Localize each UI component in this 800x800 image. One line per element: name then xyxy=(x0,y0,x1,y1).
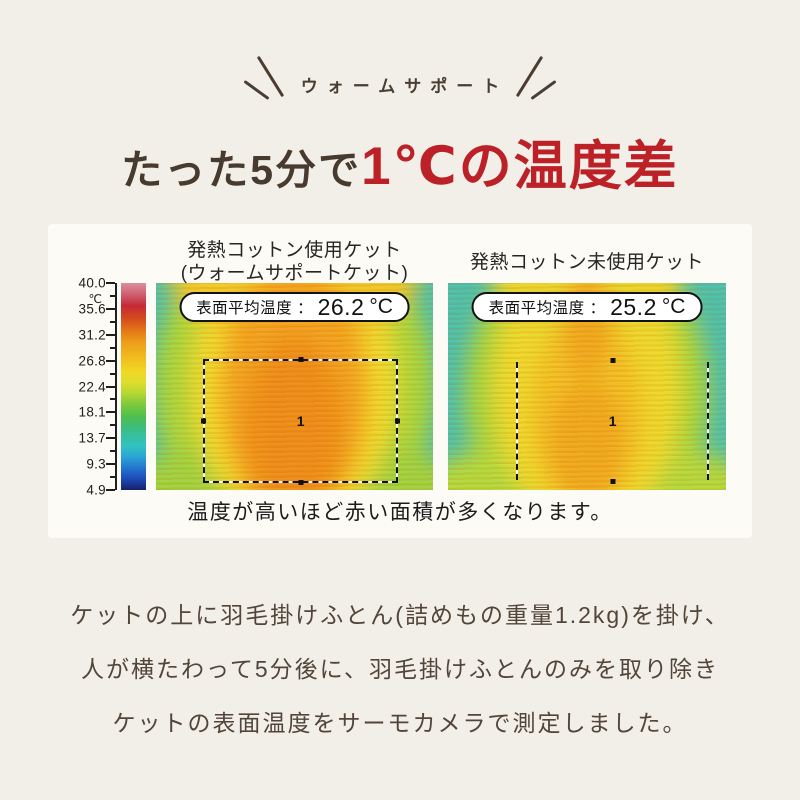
measure-point-marker: 1 xyxy=(608,412,617,429)
scale-unit-label: ℃ xyxy=(88,292,102,306)
scale-tick-minor xyxy=(110,320,115,323)
scale-axis xyxy=(106,282,117,491)
title-plain-text: たった5分で xyxy=(121,147,362,194)
scale-tick-label: 22.4 xyxy=(78,379,106,394)
measure-dot xyxy=(298,479,304,485)
avg-temp-pill-left: 表面平均温度 ： 26.2 °C xyxy=(179,292,410,322)
scale-tick-label: 26.8 xyxy=(78,353,106,369)
avg-temp-separator: ： xyxy=(589,300,606,317)
scale-tick-major xyxy=(106,411,115,414)
avg-temp-unit: °C xyxy=(369,295,393,318)
thermal-image-untreated: 1 表面平均温度 ： 25.2 °C xyxy=(448,283,726,490)
left-image-label: 発熱コットン使用ケット (ウォームサポートケット) xyxy=(156,239,433,285)
scale-tick-label: 18.1 xyxy=(78,404,106,420)
scale-tick-label: 13.7 xyxy=(78,430,106,446)
scale-tick-major xyxy=(106,282,115,284)
left-image-label-line2: (ウォームサポートケット) xyxy=(180,263,409,284)
scale-tick-major xyxy=(106,359,115,362)
left-image-label-line1: 発熱コットン使用ケット xyxy=(187,240,402,261)
scale-tick-major xyxy=(106,333,115,336)
footnote-line: 人が横たわって5分後に、羽毛掛けふとんのみを取り除き xyxy=(81,656,719,682)
scale-labels: ℃ 40.0 35.6 31.2 26.8 22.4 18.1 13.7 9.3 4.9 xyxy=(56,276,106,498)
scale-tick-minor xyxy=(110,424,115,427)
right-image-label: 発熱コットン未使用ケット xyxy=(448,251,726,274)
scale-tick-minor xyxy=(110,346,115,349)
measurement-area-right-border xyxy=(516,361,710,480)
right-image-label-line1: 発熱コットン未使用ケット xyxy=(469,252,704,273)
scale-tick-minor xyxy=(110,372,115,375)
temperature-colorbar xyxy=(121,283,146,490)
scale-tick-major xyxy=(106,385,115,388)
avg-temp-unit: °C xyxy=(661,295,686,318)
avg-temp-label: 表面平均温度 xyxy=(196,300,293,317)
avg-temp-pill-right: 表面平均温度 ： 25.2 °C xyxy=(471,292,703,322)
measurement-area-left: 1 xyxy=(201,356,401,485)
measure-dot xyxy=(395,418,401,424)
scale-tick-minor xyxy=(110,450,115,453)
scale-tick-label: 4.9 xyxy=(86,482,106,498)
scale-tick-label: 40.0 xyxy=(78,275,106,291)
scale-tick-major xyxy=(106,437,115,440)
avg-temp-label: 表面平均温度 xyxy=(488,300,585,317)
title-highlight-text: 1℃の温度差 xyxy=(361,137,679,197)
measurement-area-right: 1 xyxy=(516,357,710,484)
avg-temp-value: 25.2 xyxy=(610,293,657,320)
avg-temp-separator: ： xyxy=(297,300,313,317)
scale-tick-major xyxy=(106,489,115,491)
panel-caption: 温度が高いほど赤い面積が多くなります。 xyxy=(187,501,613,524)
page-title: たった5分で 1℃の温度差 xyxy=(0,124,800,200)
thermal-image-treated: 1 表面平均温度 ： 26.2 °C xyxy=(156,283,433,490)
measure-dot xyxy=(610,478,616,484)
eyebrow-label: ウォームサポート xyxy=(300,77,509,96)
scale-tick-label: 35.6 xyxy=(78,301,106,317)
thermal-comparison-panel: 発熱コットン使用ケット (ウォームサポートケット) 発熱コットン未使用ケット ℃… xyxy=(48,224,752,538)
scale-tick-minor xyxy=(110,398,115,401)
scale-tick-label: 9.3 xyxy=(86,456,106,472)
scale-tick-minor xyxy=(110,476,115,479)
measure-dot xyxy=(201,418,207,424)
measure-dot xyxy=(610,357,616,363)
footnote: ケットの上に羽毛掛けふとん(詰めもの重量1.2kg)を掛け、 人が横たわって5分… xyxy=(0,602,800,737)
scale-tick-label: 31.2 xyxy=(78,327,106,343)
avg-temp-value: 26.2 xyxy=(317,293,365,320)
measure-dot xyxy=(298,356,304,362)
scale-tick-major xyxy=(106,307,115,310)
footnote-line: ケットの表面温度をサーモカメラで測定しました。 xyxy=(112,710,688,736)
measure-point-marker: 1 xyxy=(296,412,305,429)
footnote-line: ケットの上に羽毛掛けふとん(詰めもの重量1.2kg)を掛け、 xyxy=(70,602,730,628)
scale-tick-major xyxy=(106,463,115,466)
scale-tick-minor xyxy=(110,294,115,297)
